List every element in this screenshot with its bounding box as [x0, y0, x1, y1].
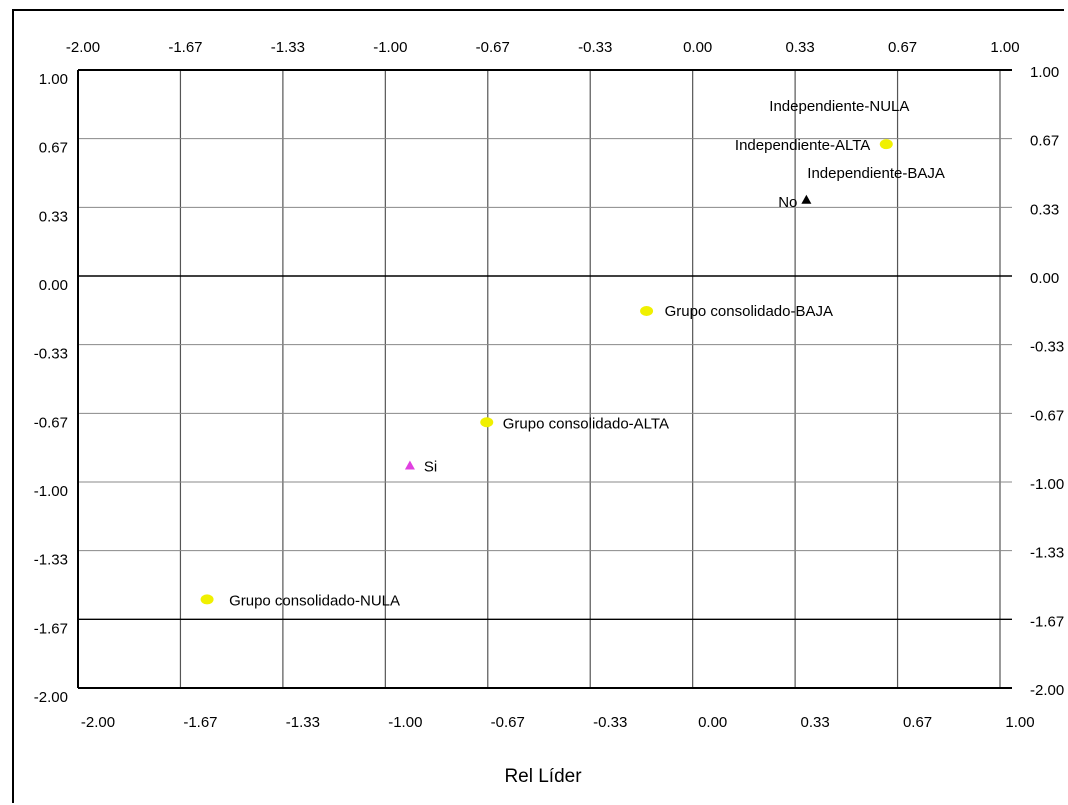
- point-label: Grupo consolidado-ALTA: [503, 415, 669, 432]
- y-tick-label-right: 1.00: [1030, 64, 1059, 81]
- y-tick-label-left: 0.33: [39, 208, 68, 225]
- point-marker-circle: [879, 139, 893, 150]
- y-tick-label-right: 0.00: [1030, 270, 1059, 287]
- point-label: Grupo consolidado-NULA: [229, 592, 400, 609]
- point-marker-triangle: [801, 194, 812, 204]
- point-labels: Independiente-NULA Independiente-ALTA Inde…: [229, 98, 945, 609]
- x-tick-label-top: 0.33: [786, 39, 815, 56]
- y-tick-label-left: 0.00: [39, 277, 68, 294]
- x-tick-labels-top: -2.00 -1.67 -1.33 -1.00 -0.67 -0.33 0.00 0.33 0.…: [66, 39, 1020, 56]
- point-marker-circle: [640, 306, 654, 317]
- x-tick-label-bottom: 0.00: [698, 714, 727, 731]
- x-tick-label-top: 0.00: [683, 39, 712, 56]
- y-tick-label-left: -1.00: [34, 483, 68, 500]
- x-tick-label-bottom: -2.00: [81, 714, 115, 731]
- y-tick-labels-left: 1.00 0.67 0.33 0.00 -0.33 -0.67 -1.00 -1.33 -1.6…: [34, 71, 68, 706]
- y-tick-label-right: -1.67: [1030, 613, 1064, 630]
- y-tick-label-left: -2.00: [34, 689, 68, 706]
- y-tick-label-right: -0.33: [1030, 339, 1064, 356]
- point-marker-circle: [480, 417, 494, 428]
- point-label: Independiente-ALTA: [735, 137, 870, 154]
- x-tick-label-bottom: 1.00: [1005, 714, 1034, 731]
- y-tick-label-left: -0.67: [34, 414, 68, 431]
- x-tick-label-bottom: -1.67: [183, 714, 217, 731]
- y-tick-label-right: -1.00: [1030, 476, 1064, 493]
- point-label: Si: [424, 459, 437, 476]
- y-tick-label-right: -2.00: [1030, 682, 1064, 699]
- chart-frame: [12, 9, 1064, 803]
- y-tick-label-right: -0.67: [1030, 407, 1064, 424]
- x-tick-label-top: 1.00: [990, 39, 1019, 56]
- x-tick-label-bottom: -1.33: [286, 714, 320, 731]
- y-tick-label-left: -0.33: [34, 346, 68, 363]
- x-tick-label-top: -1.33: [271, 39, 305, 56]
- point-label: Independiente-BAJA: [807, 165, 945, 182]
- x-tick-label-bottom: -0.33: [593, 714, 627, 731]
- y-tick-label-right: -1.33: [1030, 545, 1064, 562]
- x-tick-label-bottom: -0.67: [491, 714, 525, 731]
- y-tick-label-left: 0.67: [39, 140, 68, 157]
- x-tick-label-top: -0.33: [578, 39, 612, 56]
- y-tick-label-left: 1.00: [39, 71, 68, 88]
- point-label: No: [778, 194, 797, 211]
- x-tick-label-top: -0.67: [476, 39, 510, 56]
- x-tick-label-top: -2.00: [66, 39, 100, 56]
- x-tick-label-bottom: 0.33: [801, 714, 830, 731]
- y-tick-label-right: 0.67: [1030, 133, 1059, 150]
- grid-lines: [77, 69, 1012, 689]
- y-tick-label-left: -1.67: [34, 620, 68, 637]
- point-label: Grupo consolidado-BAJA: [665, 303, 833, 320]
- y-tick-label-left: -1.33: [34, 552, 68, 569]
- point-label: Independiente-NULA: [769, 98, 909, 115]
- x-tick-label-bottom: -1.00: [388, 714, 422, 731]
- point-marker-triangle: [404, 460, 415, 470]
- x-tick-label-top: -1.67: [168, 39, 202, 56]
- x-tick-label-top: -1.00: [373, 39, 407, 56]
- point-marker-circle: [200, 594, 214, 605]
- x-tick-labels-bottom: -2.00 -1.67 -1.33 -1.00 -0.67 -0.33 0.00 0.33 0.…: [81, 714, 1035, 731]
- y-tick-label-right: 0.33: [1030, 201, 1059, 218]
- plot-frame: [77, 69, 1012, 689]
- x-tick-label-top: 0.67: [888, 39, 917, 56]
- y-tick-labels-right: 1.00 0.67 0.33 0.00 -0.33 -0.67 -1.00 -1.33 -1.6…: [1030, 64, 1064, 699]
- data-points: [200, 139, 893, 605]
- x-axis-title: Rel Líder: [504, 766, 582, 787]
- x-tick-label-bottom: 0.67: [903, 714, 932, 731]
